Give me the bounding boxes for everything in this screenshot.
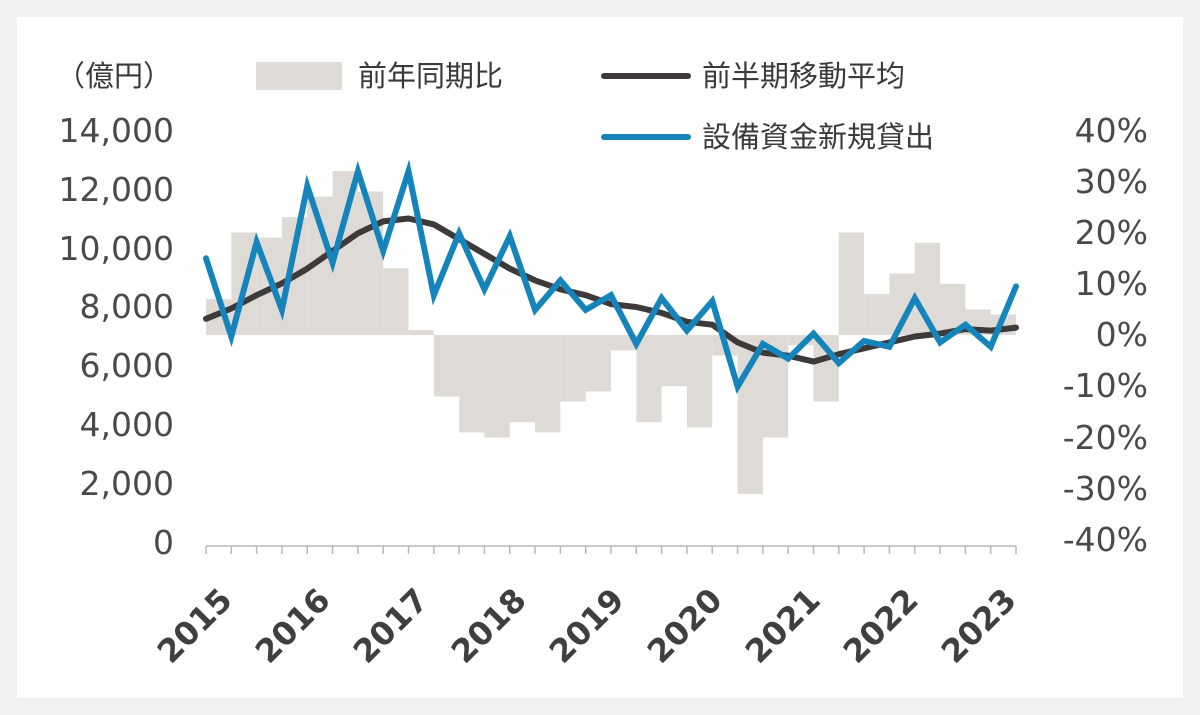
right-tick-label: 30% (1075, 162, 1148, 201)
right-tick-label: 40% (1075, 111, 1148, 150)
yoy-bar (686, 335, 713, 428)
right-axis-ticks: 40% 30% 20% 10% 0% -10% -20% -30% -40% (1063, 111, 1148, 559)
yoy-bar (433, 335, 460, 397)
x-tick-label: 2023 (934, 581, 1024, 671)
x-tick-label: 2020 (640, 581, 730, 671)
yoy-bar (737, 335, 763, 494)
left-tick-label: 0 (153, 523, 174, 562)
yoy-bar (509, 335, 536, 423)
unit-label: （億円） (56, 59, 172, 93)
yoy-bar (636, 335, 662, 423)
right-tick-label: -30% (1063, 469, 1148, 508)
yoy-bar (838, 232, 865, 335)
left-tick-label: 10,000 (59, 229, 174, 268)
left-tick-label: 2,000 (80, 464, 174, 503)
left-tick-label: 14,000 (59, 111, 174, 150)
series-lines-group (203, 159, 1019, 395)
yoy-bar (383, 268, 409, 336)
yoy-bar (459, 335, 485, 433)
legend-moving-average-label: 前半期移動平均 (702, 59, 905, 93)
x-tick-label: 2015 (150, 581, 240, 671)
x-tick-label: 2022 (836, 581, 926, 671)
right-tick-label: 0% (1096, 315, 1148, 354)
left-axis-ticks: 14,000 12,000 10,000 8,000 6,000 4,000 2… (59, 111, 174, 562)
x-tick-label: 2017 (346, 581, 436, 671)
right-tick-label: 10% (1075, 264, 1148, 303)
right-tick-label: -10% (1063, 366, 1148, 405)
legend-new-loans-label: 設備資金新規貸出 (702, 120, 934, 154)
yoy-bar (611, 335, 637, 351)
left-tick-label: 12,000 (59, 170, 174, 209)
legend-yoy-swatch (256, 62, 342, 90)
x-tick-label: 2018 (444, 581, 534, 671)
x-axis-ticks-group (205, 546, 1017, 554)
yoy-bar (585, 335, 611, 392)
left-tick-label: 4,000 (80, 405, 174, 444)
yoy-bar (864, 294, 890, 335)
right-tick-label: 20% (1075, 213, 1148, 252)
legend-yoy-label: 前年同期比 (358, 59, 503, 93)
x-tick-label: 2019 (542, 581, 632, 671)
left-tick-label: 8,000 (80, 287, 174, 326)
x-tick-label: 2016 (248, 581, 338, 671)
x-axis-labels: 2015 2016 2017 2018 2019 2020 2021 2022 … (150, 581, 1024, 671)
yoy-bar (560, 335, 586, 402)
legend: 前年同期比 前半期移動平均 設備資金新規貸出 (256, 59, 934, 154)
right-tick-label: -40% (1063, 520, 1148, 559)
right-tick-label: -20% (1063, 418, 1148, 457)
yoy-bar (484, 335, 510, 438)
x-tick-label: 2021 (738, 581, 828, 671)
yoy-bar (788, 335, 814, 346)
left-tick-label: 6,000 (80, 346, 174, 385)
new-loans-line (203, 159, 1019, 395)
yoy-bar (661, 335, 687, 387)
yoy-bar (408, 329, 434, 336)
yoy-bar (535, 335, 561, 433)
